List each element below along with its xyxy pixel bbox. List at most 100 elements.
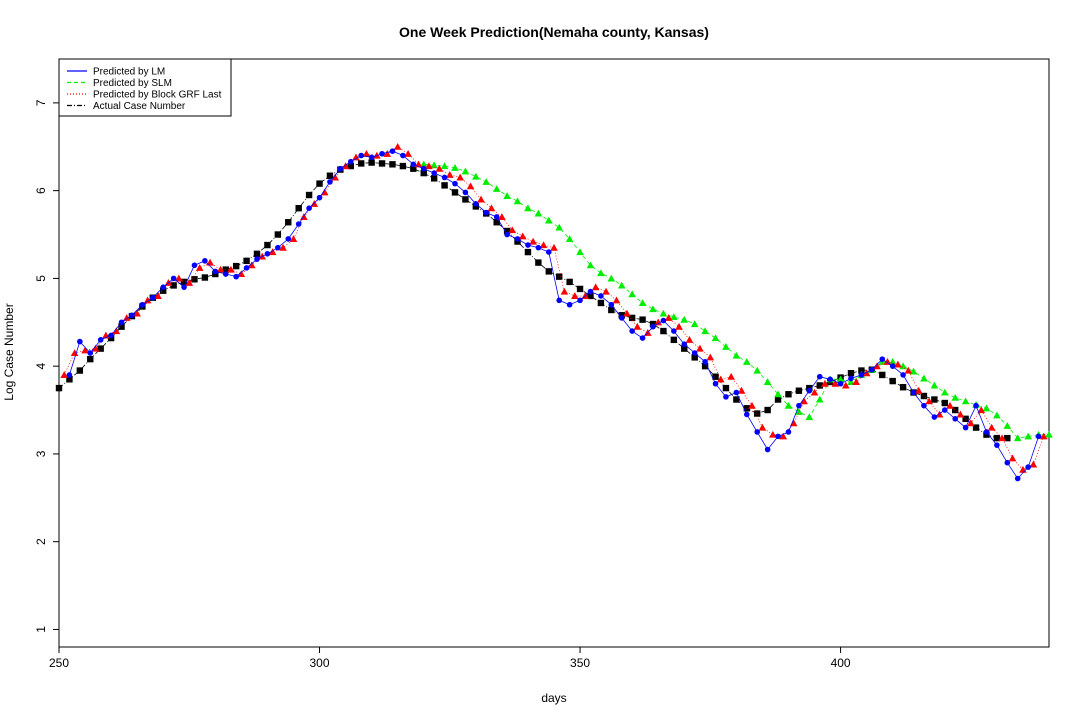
data-point-predicted-by-block-grf-last [122, 314, 131, 321]
data-point-actual-case-number [347, 162, 354, 170]
data-point-predicted-by-lm [87, 350, 94, 356]
y-tick-label: 3 [34, 450, 48, 457]
series-actual-case-number [55, 159, 1011, 442]
data-point-predicted-by-block-grf-last [539, 241, 548, 249]
data-point-predicted-by-block-grf-last [1008, 454, 1017, 462]
data-point-predicted-by-block-grf-last [727, 372, 735, 380]
x-tick-label: 250 [49, 656, 69, 670]
data-point-predicted-by-lm [723, 394, 729, 400]
data-point-predicted-by-block-grf-last [320, 188, 329, 196]
y-tick-label: 6 [34, 187, 48, 194]
data-point-predicted-by-lm [1014, 475, 1021, 482]
data-point-actual-case-number [326, 172, 334, 179]
data-point-predicted-by-lm [462, 189, 469, 196]
legend-label: Predicted by LM [93, 67, 165, 78]
data-point-predicted-by-lm [108, 332, 114, 339]
data-point-actual-case-number [232, 262, 240, 270]
data-point-predicted-by-block-grf-last [195, 264, 204, 271]
data-point-actual-case-number [576, 285, 584, 293]
data-point-predicted-by-block-grf-last [967, 419, 975, 427]
data-point-predicted-by-lm [306, 205, 312, 211]
data-point-actual-case-number [972, 424, 980, 431]
data-point-actual-case-number [368, 159, 375, 166]
data-point-actual-case-number [556, 273, 563, 280]
data-point-predicted-by-block-grf-last [810, 388, 819, 396]
data-point-predicted-by-lm [837, 380, 844, 387]
data-point-predicted-by-lm [77, 338, 83, 345]
data-point-predicted-by-block-grf-last [560, 287, 569, 295]
data-point-predicted-by-slm [753, 366, 762, 374]
data-point-predicted-by-lm [598, 293, 604, 299]
data-point-actual-case-number [253, 250, 261, 258]
data-point-predicted-by-lm [275, 244, 281, 251]
data-point-predicted-by-lm [243, 265, 250, 271]
data-point-actual-case-number [462, 196, 469, 203]
data-point-predicted-by-lm [118, 319, 125, 326]
data-point-predicted-by-block-grf-last [133, 309, 141, 317]
data-point-predicted-by-slm [597, 269, 605, 277]
data-point-predicted-by-block-grf-last [602, 287, 610, 295]
data-point-predicted-by-block-grf-last [216, 265, 225, 273]
data-point-predicted-by-lm [337, 165, 344, 172]
data-point-actual-case-number [608, 306, 615, 314]
data-point-actual-case-number [660, 327, 667, 335]
data-point-actual-case-number [858, 367, 865, 374]
data-point-predicted-by-block-grf-last [904, 366, 913, 374]
data-point-actual-case-number [941, 399, 948, 407]
data-point-predicted-by-lm [420, 165, 427, 172]
data-point-predicted-by-slm [451, 164, 459, 171]
data-point-actual-case-number [66, 376, 73, 383]
data-point-predicted-by-slm [1013, 434, 1022, 442]
data-point-predicted-by-slm [649, 305, 657, 313]
data-point-predicted-by-block-grf-last [518, 232, 527, 240]
data-point-actual-case-number [316, 180, 323, 187]
data-point-predicted-by-slm [690, 320, 699, 328]
data-point-actual-case-number [733, 396, 740, 403]
legend-label: Predicted by Block GRF Last [93, 90, 222, 101]
data-point-predicted-by-block-grf-last [716, 375, 725, 383]
series-line-predicted-by-block-grf-last [63, 146, 1045, 471]
data-point-predicted-by-block-grf-last [998, 434, 1006, 442]
data-point-predicted-by-slm [982, 404, 991, 412]
data-point-actual-case-number [378, 160, 386, 167]
data-point-predicted-by-lm [285, 236, 292, 242]
series-line-actual-case-number [58, 162, 1008, 439]
data-point-actual-case-number [1004, 434, 1011, 442]
series-predicted-by-block-grf-last [60, 142, 1048, 473]
data-point-predicted-by-slm [440, 162, 449, 170]
data-point-predicted-by-block-grf-last [1029, 460, 1038, 468]
data-point-predicted-by-block-grf-last [925, 397, 933, 405]
data-point-actual-case-number [889, 377, 896, 385]
data-point-predicted-by-lm [973, 402, 979, 409]
data-point-predicted-by-lm [410, 161, 417, 168]
data-point-actual-case-number [191, 276, 198, 283]
data-point-predicted-by-block-grf-last [268, 248, 277, 256]
data-point-predicted-by-slm [920, 374, 928, 382]
data-point-predicted-by-lm [952, 416, 959, 422]
data-point-predicted-by-slm [492, 185, 501, 192]
data-point-predicted-by-slm [628, 290, 636, 298]
series-line-predicted-by-lm [69, 150, 1039, 480]
data-point-predicted-by-block-grf-last [737, 386, 746, 394]
data-point-predicted-by-slm [940, 388, 949, 396]
plot-frame [58, 58, 1050, 648]
data-point-predicted-by-lm [566, 301, 573, 308]
data-point-predicted-by-slm [524, 204, 532, 212]
data-point-predicted-by-slm [1045, 430, 1053, 438]
data-point-predicted-by-slm [930, 381, 939, 389]
data-point-actual-case-number [743, 405, 750, 412]
data-point-actual-case-number [222, 266, 229, 273]
data-point-predicted-by-slm [503, 192, 511, 199]
data-point-predicted-by-slm [513, 197, 522, 205]
data-point-actual-case-number [55, 384, 63, 392]
data-point-predicted-by-block-grf-last [862, 369, 871, 377]
data-point-predicted-by-block-grf-last [456, 173, 465, 181]
data-point-predicted-by-lm [379, 150, 385, 157]
data-point-actual-case-number [816, 382, 823, 389]
data-point-predicted-by-lm [743, 411, 750, 418]
data-point-predicted-by-lm [1004, 459, 1011, 466]
data-point-predicted-by-lm [202, 258, 208, 264]
data-point-predicted-by-block-grf-last [977, 406, 986, 414]
data-point-actual-case-number [639, 316, 646, 323]
data-point-predicted-by-lm [848, 375, 854, 382]
